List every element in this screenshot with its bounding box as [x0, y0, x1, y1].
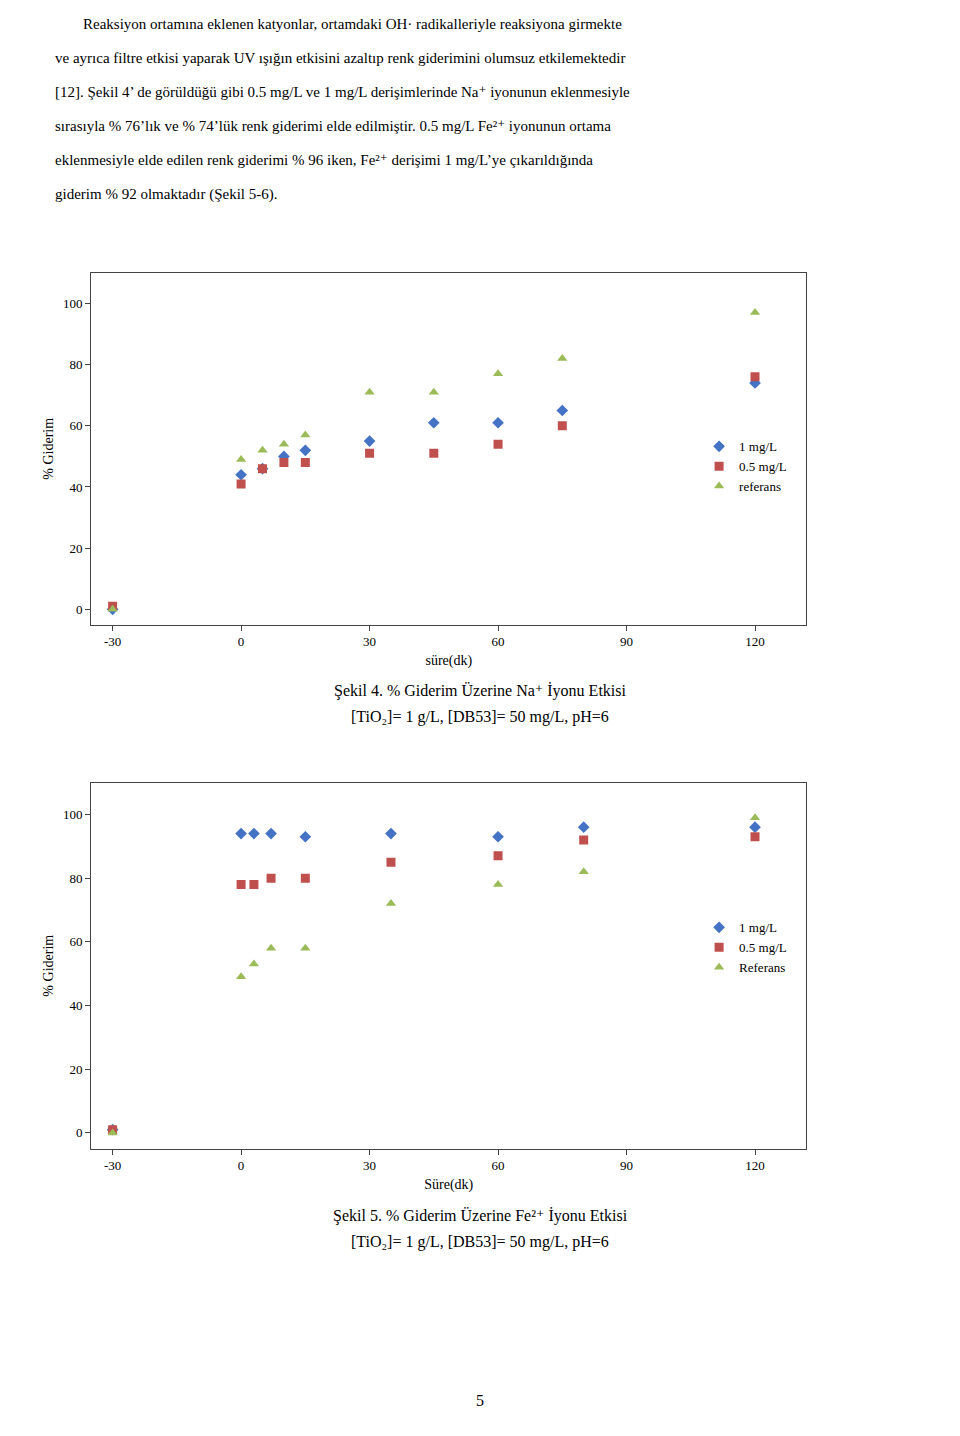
svg-text:5: 5	[476, 1392, 484, 1409]
svg-text:100: 100	[63, 807, 83, 822]
svg-text:[12]. Şekil 4’ de görüldüğü gi: [12]. Şekil 4’ de görüldüğü gibi 0.5 mg/…	[55, 84, 630, 100]
svg-text:0: 0	[238, 634, 245, 649]
svg-text:[TiO₂]= 1 g/L, [DB53]= 50 mg/L: [TiO₂]= 1 g/L, [DB53]= 50 mg/L, pH=6	[351, 1233, 609, 1251]
svg-text:[TiO₂]= 1 g/L, [DB53]= 50 mg/L: [TiO₂]= 1 g/L, [DB53]= 50 mg/L, pH=6	[351, 708, 609, 726]
svg-text:% Giderim: % Giderim	[41, 935, 56, 997]
svg-text:120: 120	[745, 1158, 765, 1173]
svg-text:süre(dk): süre(dk)	[425, 653, 472, 669]
svg-text:40: 40	[70, 480, 83, 495]
svg-text:eklenmesiyle elde edilen renk: eklenmesiyle elde edilen renk giderimi %…	[55, 152, 593, 168]
svg-text:90: 90	[620, 634, 633, 649]
svg-text:90: 90	[620, 1158, 633, 1173]
svg-text:Reaksiyon ortamına eklenen kat: Reaksiyon ortamına eklenen katyonlar, or…	[83, 16, 622, 32]
svg-text:60: 60	[492, 634, 505, 649]
svg-text:60: 60	[70, 934, 83, 949]
svg-text:giderim % 92 olmaktadır (Şekil: giderim % 92 olmaktadır (Şekil 5-6).	[55, 186, 277, 203]
svg-text:60: 60	[70, 418, 83, 433]
svg-text:20: 20	[70, 1062, 83, 1077]
svg-text:120: 120	[745, 634, 765, 649]
svg-text:referans: referans	[739, 479, 781, 494]
svg-text:30: 30	[363, 1158, 376, 1173]
svg-text:Referans: Referans	[739, 960, 785, 975]
svg-text:0.5 mg/L: 0.5 mg/L	[739, 940, 787, 955]
svg-text:sırasıyla % 76’lık ve % 74’lük: sırasıyla % 76’lık ve % 74’lük renk gide…	[55, 118, 611, 134]
svg-text:0: 0	[76, 1125, 83, 1140]
svg-text:0: 0	[76, 602, 83, 617]
svg-text:ve ayrıca filtre etkisi yapara: ve ayrıca filtre etkisi yaparak UV ışığı…	[55, 50, 625, 66]
svg-text:1 mg/L: 1 mg/L	[739, 439, 777, 454]
svg-text:Şekil 4. % Giderim Üzerine Na⁺: Şekil 4. % Giderim Üzerine Na⁺ İyonu Etk…	[334, 682, 626, 700]
svg-text:60: 60	[492, 1158, 505, 1173]
svg-text:0.5 mg/L: 0.5 mg/L	[739, 459, 787, 474]
svg-text:% Giderim: % Giderim	[41, 418, 56, 480]
svg-text:-30: -30	[104, 634, 121, 649]
svg-text:-30: -30	[104, 1158, 121, 1173]
svg-text:1 mg/L: 1 mg/L	[739, 920, 777, 935]
svg-text:30: 30	[363, 634, 376, 649]
svg-text:40: 40	[70, 998, 83, 1013]
svg-text:Süre(dk): Süre(dk)	[424, 1177, 473, 1193]
svg-text:80: 80	[70, 357, 83, 372]
svg-text:Şekil 5. % Giderim Üzerine Fe²: Şekil 5. % Giderim Üzerine Fe²⁺ İyonu Et…	[333, 1207, 628, 1225]
svg-text:80: 80	[70, 871, 83, 886]
svg-text:100: 100	[63, 296, 83, 311]
svg-text:20: 20	[70, 541, 83, 556]
svg-text:0: 0	[238, 1158, 245, 1173]
